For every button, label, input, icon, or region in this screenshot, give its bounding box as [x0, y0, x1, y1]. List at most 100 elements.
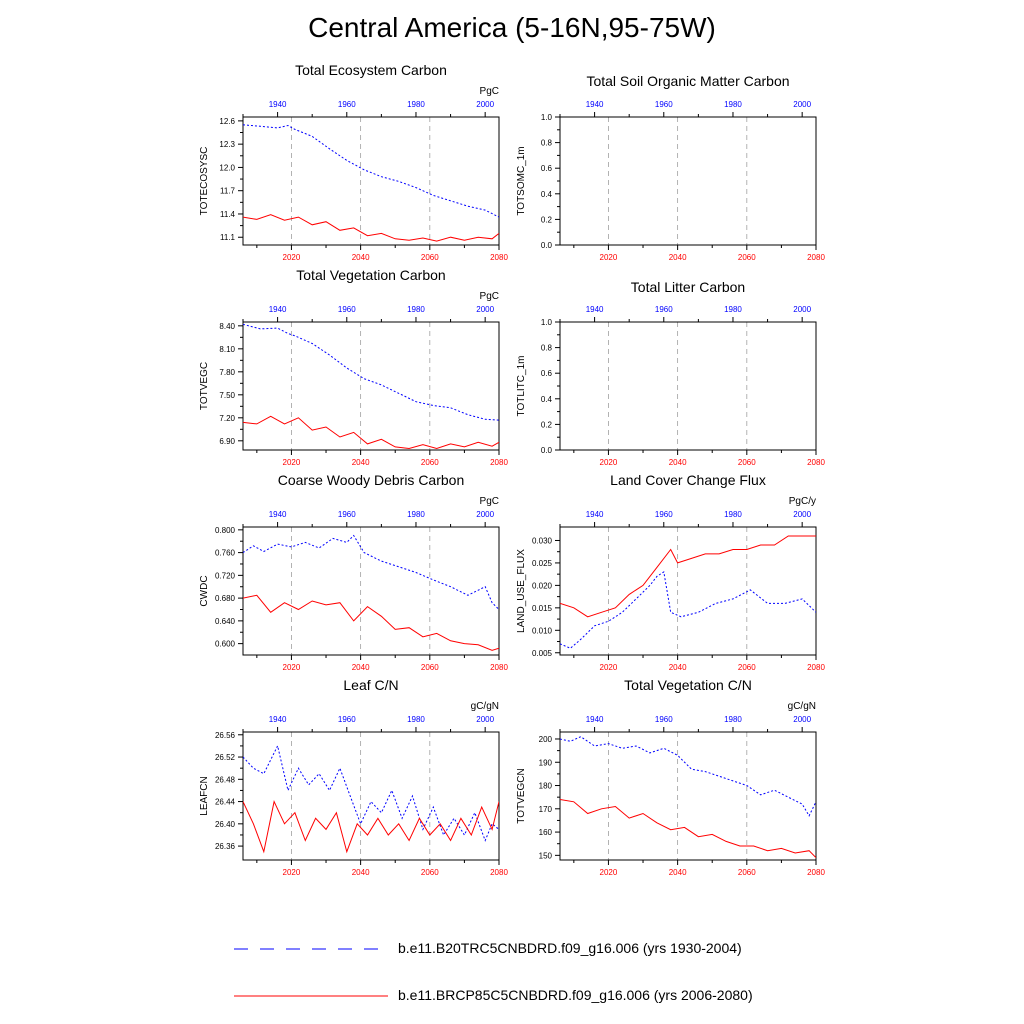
y-tick-label: 26.48 [215, 775, 236, 784]
x-tick-label-bottom: 2020 [600, 663, 618, 672]
x-tick-label-top: 1980 [407, 715, 425, 724]
y-tick-label: 0.8 [541, 344, 553, 353]
y-tick-label: 26.40 [215, 820, 236, 829]
x-tick-label-bottom: 2040 [352, 253, 370, 262]
chart-panel-1: Total Soil Organic Matter Carbon 2020 2040… [516, 73, 825, 262]
x-tick-label-top: 2000 [793, 100, 811, 109]
y-axis-label: CWDC [199, 575, 210, 606]
x-tick-label-bottom: 2080 [807, 458, 825, 467]
x-tick-label-bottom: 2060 [738, 253, 756, 262]
x-tick-label-top: 2000 [793, 510, 811, 519]
y-tick-label: 8.10 [219, 345, 235, 354]
x-tick-label-top: 1980 [407, 100, 425, 109]
page-title: Central America (5-16N,95-75W) [308, 12, 716, 43]
x-tick-label-bottom: 2040 [669, 663, 687, 672]
x-tick-label-bottom: 2040 [669, 458, 687, 467]
y-tick-label: 0.020 [532, 581, 553, 590]
x-tick-label-top: 1980 [724, 715, 742, 724]
chart-title: Land Cover Change Flux [610, 472, 766, 488]
y-tick-label: 0.720 [215, 571, 236, 580]
plot-frame [242, 321, 500, 451]
x-tick-label-bottom: 2040 [669, 253, 687, 262]
x-tick-label-bottom: 2020 [283, 253, 301, 262]
y-tick-label: 0.2 [541, 215, 553, 224]
legend-swatch-solid [234, 995, 388, 997]
x-tick-label-top: 2000 [793, 305, 811, 314]
series-line-rcp85 [560, 535, 816, 618]
chart-units: PgC [480, 86, 499, 97]
y-tick-label: 7.50 [219, 391, 235, 400]
x-tick-label-top: 1960 [655, 715, 673, 724]
x-tick-label-bottom: 2040 [352, 458, 370, 467]
y-tick-label: 190 [539, 758, 553, 767]
plot-frame [242, 116, 500, 246]
y-tick-label: 0.4 [541, 190, 553, 199]
y-tick-label: 160 [539, 828, 553, 837]
y-axis-label: TOTVEGCN [516, 768, 527, 823]
y-axis-label: TOTECOSYSC [199, 147, 210, 216]
chart-title: Coarse Woody Debris Carbon [278, 472, 465, 488]
x-tick-label-bottom: 2080 [807, 253, 825, 262]
x-tick-label-top: 1980 [724, 100, 742, 109]
x-tick-label-top: 1940 [586, 510, 604, 519]
y-tick-label: 1.0 [541, 318, 553, 327]
y-tick-label: 7.80 [219, 368, 235, 377]
x-tick-label-bottom: 2060 [421, 868, 439, 877]
y-tick-label: 11.7 [220, 187, 236, 196]
chart-title: Total Ecosystem Carbon [295, 62, 447, 78]
x-tick-label-bottom: 2060 [738, 458, 756, 467]
chart-panel-5: Land Cover Change Flux PgC/y 2020 2040 2060 2… [516, 472, 825, 672]
chart-units: PgC/y [789, 496, 816, 507]
x-tick-label-top: 2000 [793, 715, 811, 724]
series-line-rcp85 [243, 415, 499, 450]
x-tick-label-top: 1940 [269, 305, 287, 314]
y-tick-label: 0.6 [541, 164, 553, 173]
x-tick-label-top: 2000 [476, 510, 494, 519]
x-tick-label-top: 1940 [269, 510, 287, 519]
y-tick-label: 8.40 [219, 322, 235, 331]
x-tick-label-top: 2000 [476, 100, 494, 109]
series-line-rcp85 [560, 799, 816, 859]
x-tick-label-bottom: 2040 [352, 868, 370, 877]
x-tick-label-top: 1940 [586, 100, 604, 109]
x-tick-label-top: 1960 [338, 715, 356, 724]
chart-panel-0: Total Ecosystem Carbon PgC 2020 2040 2060 208… [199, 62, 508, 262]
chart-title: Total Soil Organic Matter Carbon [586, 73, 789, 89]
chart-title: Total Vegetation Carbon [296, 267, 445, 283]
y-tick-label: 12.6 [219, 117, 235, 126]
x-tick-label-bottom: 2080 [807, 868, 825, 877]
chart-units: gC/gN [788, 701, 816, 712]
chart-panel-7: Total Vegetation C/N gC/gN 2020 2040 2060 208… [516, 677, 825, 877]
y-tick-label: 0.0 [541, 446, 553, 455]
x-tick-label-top: 1960 [655, 510, 673, 519]
y-tick-label: 11.1 [220, 233, 236, 242]
y-tick-label: 0.030 [532, 536, 553, 545]
series-line-historical [243, 744, 499, 842]
y-tick-label: 150 [539, 851, 553, 860]
chart-panel-4: Coarse Woody Debris Carbon PgC 2020 2040 206… [199, 472, 508, 672]
y-tick-label: 26.36 [215, 842, 236, 851]
x-tick-label-bottom: 2080 [490, 253, 508, 262]
series-line-rcp85 [243, 214, 499, 242]
y-tick-label: 170 [539, 805, 553, 814]
y-tick-label: 1.0 [541, 113, 553, 122]
x-tick-label-bottom: 2020 [600, 458, 618, 467]
x-tick-label-bottom: 2060 [738, 868, 756, 877]
y-axis-label: LEAFCN [199, 776, 210, 815]
plot-frame [559, 321, 817, 451]
y-tick-label: 26.44 [215, 798, 236, 807]
y-tick-label: 0.015 [532, 604, 553, 613]
x-tick-label-top: 1960 [655, 100, 673, 109]
x-tick-label-bottom: 2020 [283, 663, 301, 672]
plot-frame [242, 731, 500, 861]
y-tick-label: 0.8 [541, 139, 553, 148]
y-tick-label: 0.800 [215, 526, 236, 535]
y-tick-label: 0.005 [532, 649, 553, 658]
x-tick-label-top: 1960 [338, 510, 356, 519]
y-axis-label: TOTLITC_1m [516, 356, 527, 417]
series-line-rcp85 [243, 800, 499, 854]
chart-panel-6: Leaf C/N gC/gN 2020 2040 2060 2080 1940 1960 198… [199, 677, 508, 877]
x-tick-label-top: 1960 [338, 100, 356, 109]
x-tick-label-top: 1980 [724, 305, 742, 314]
x-tick-label-top: 1940 [269, 715, 287, 724]
